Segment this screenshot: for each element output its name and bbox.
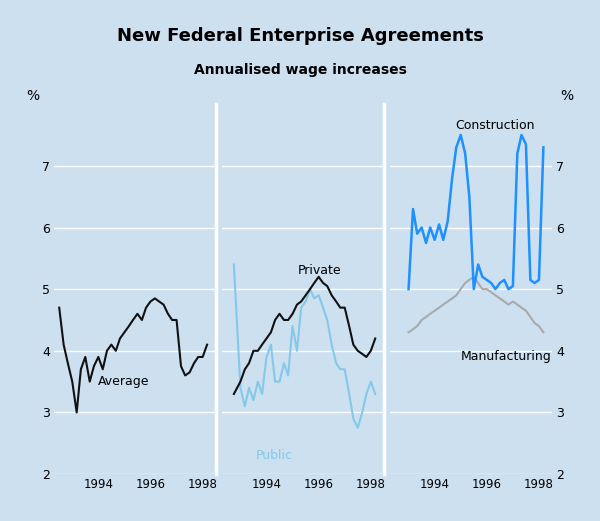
Text: New Federal Enterprise Agreements: New Federal Enterprise Agreements [116,28,484,45]
Text: %: % [560,90,574,103]
Text: Construction: Construction [455,119,535,132]
Text: %: % [26,90,40,103]
Text: Public: Public [256,449,293,462]
Text: Average: Average [98,375,150,388]
Text: Private: Private [298,264,341,277]
Text: Manufacturing: Manufacturing [461,350,551,363]
Text: Annualised wage increases: Annualised wage increases [194,64,406,77]
